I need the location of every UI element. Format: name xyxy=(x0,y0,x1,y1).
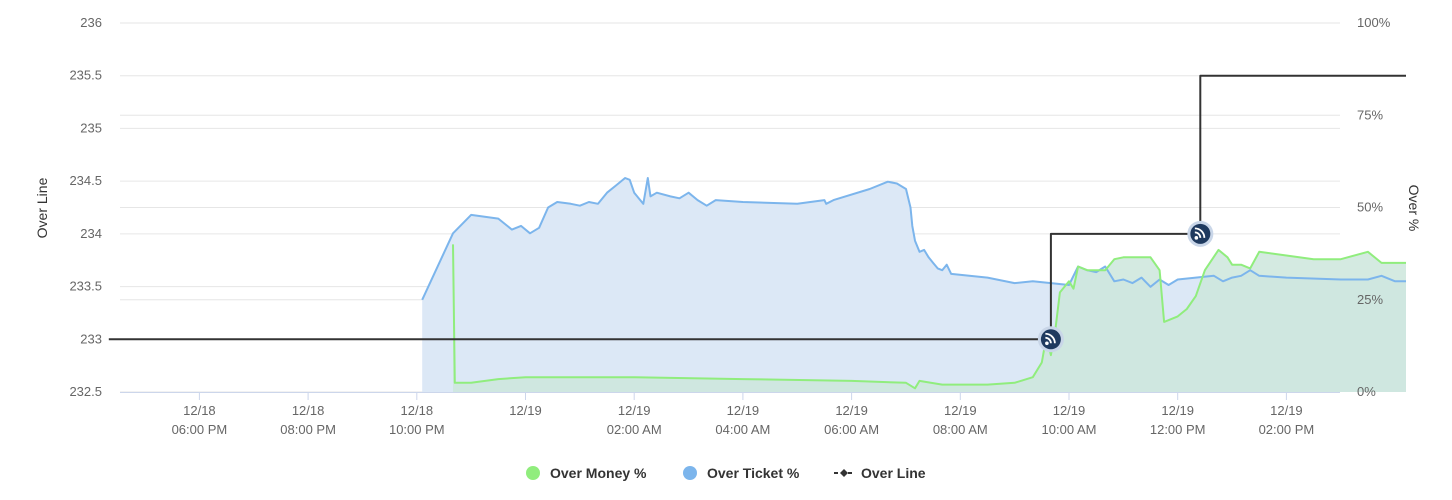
series-lines xyxy=(108,74,1406,390)
y-right-tick-label: 0% xyxy=(1357,384,1376,399)
over-ticket-line xyxy=(421,177,1406,301)
x-tick-time: 02:00 AM xyxy=(607,422,662,437)
x-tick-date: 12/19 xyxy=(618,403,651,418)
y-right-tick-label: 75% xyxy=(1357,107,1383,122)
y-right-tick-label: 100% xyxy=(1357,15,1391,30)
legend-label: Over Money % xyxy=(550,465,647,481)
x-tick-date: 12/18 xyxy=(183,403,216,418)
x-tick-date: 12/19 xyxy=(509,403,542,418)
legend-item-over-line[interactable]: Over Line xyxy=(834,465,926,481)
over-line-line xyxy=(108,74,1406,341)
rss-icon-dot xyxy=(1045,341,1049,346)
x-tick-time: 02:00 PM xyxy=(1259,422,1315,437)
x-tick-time: 10:00 PM xyxy=(389,422,445,437)
rss-icon xyxy=(1190,223,1211,244)
x-tick-time: 08:00 PM xyxy=(280,422,336,437)
x-tick-date: 12/19 xyxy=(1161,403,1194,418)
x-tick-date: 12/19 xyxy=(835,403,868,418)
y-right-tick-label: 50% xyxy=(1357,200,1383,215)
y-left-tick-label: 236 xyxy=(80,15,102,30)
rss-icon-arc-large xyxy=(1045,332,1056,344)
legend-symbol-diamond xyxy=(840,469,848,477)
legend-item-over-ticket[interactable]: Over Ticket % xyxy=(683,465,800,481)
rss-icon-arc-small xyxy=(1194,231,1202,238)
x-tick-time: 10:00 AM xyxy=(1042,422,1097,437)
over-money-line xyxy=(452,244,1406,390)
x-tick-date: 12/18 xyxy=(401,403,434,418)
x-tick-time: 06:00 PM xyxy=(172,422,228,437)
y-left-tick-label: 233 xyxy=(80,331,102,346)
y-left-tick-label: 235.5 xyxy=(69,68,102,83)
y-left-tick-label: 235 xyxy=(80,120,102,135)
y-right-axis-title: Over % xyxy=(1406,185,1422,232)
series-areas xyxy=(422,178,1406,392)
rss-icon-dot xyxy=(1194,236,1199,240)
legend-label: Over Line xyxy=(861,465,926,481)
over-money-area xyxy=(453,244,1406,392)
legend-label: Over Ticket % xyxy=(707,465,800,481)
axes: 236 235.5 235 234.5 234 233.5 233 232.5 100% 75% 5… xyxy=(34,15,1422,437)
x-tick-date: 12/18 xyxy=(292,403,325,418)
legend-symbol xyxy=(683,466,697,480)
x-tick-time: 04:00 AM xyxy=(715,422,770,437)
x-tick-date: 12/19 xyxy=(727,403,760,418)
x-tick-date: 12/19 xyxy=(1053,403,1086,418)
legend-item-over-money[interactable]: Over Money % xyxy=(526,465,647,481)
series-markers xyxy=(1037,220,1214,353)
y-left-tick-label: 232.5 xyxy=(69,384,102,399)
legend-symbol xyxy=(526,466,540,480)
rss-icon xyxy=(1040,329,1061,350)
x-tick-time: 12:00 PM xyxy=(1150,422,1206,437)
x-tick-date: 12/19 xyxy=(944,403,977,418)
y-left-tick-label: 234.5 xyxy=(69,173,102,188)
legend: Over Money % Over Ticket % Over Line xyxy=(526,465,926,481)
rss-marker[interactable] xyxy=(1187,220,1214,247)
y-left-tick-label: 234 xyxy=(80,226,102,241)
y-left-tick-label: 233.5 xyxy=(69,279,102,294)
x-tick-time: 06:00 AM xyxy=(824,422,879,437)
x-tick-time: 08:00 AM xyxy=(933,422,988,437)
y-right-tick-label: 25% xyxy=(1357,292,1383,307)
rss-marker[interactable] xyxy=(1037,326,1064,353)
rss-icon-arc-small xyxy=(1045,336,1052,344)
x-tick-date: 12/19 xyxy=(1270,403,1303,418)
rss-icon-arc-large xyxy=(1194,227,1206,238)
y-left-axis-title: Over Line xyxy=(34,177,50,238)
